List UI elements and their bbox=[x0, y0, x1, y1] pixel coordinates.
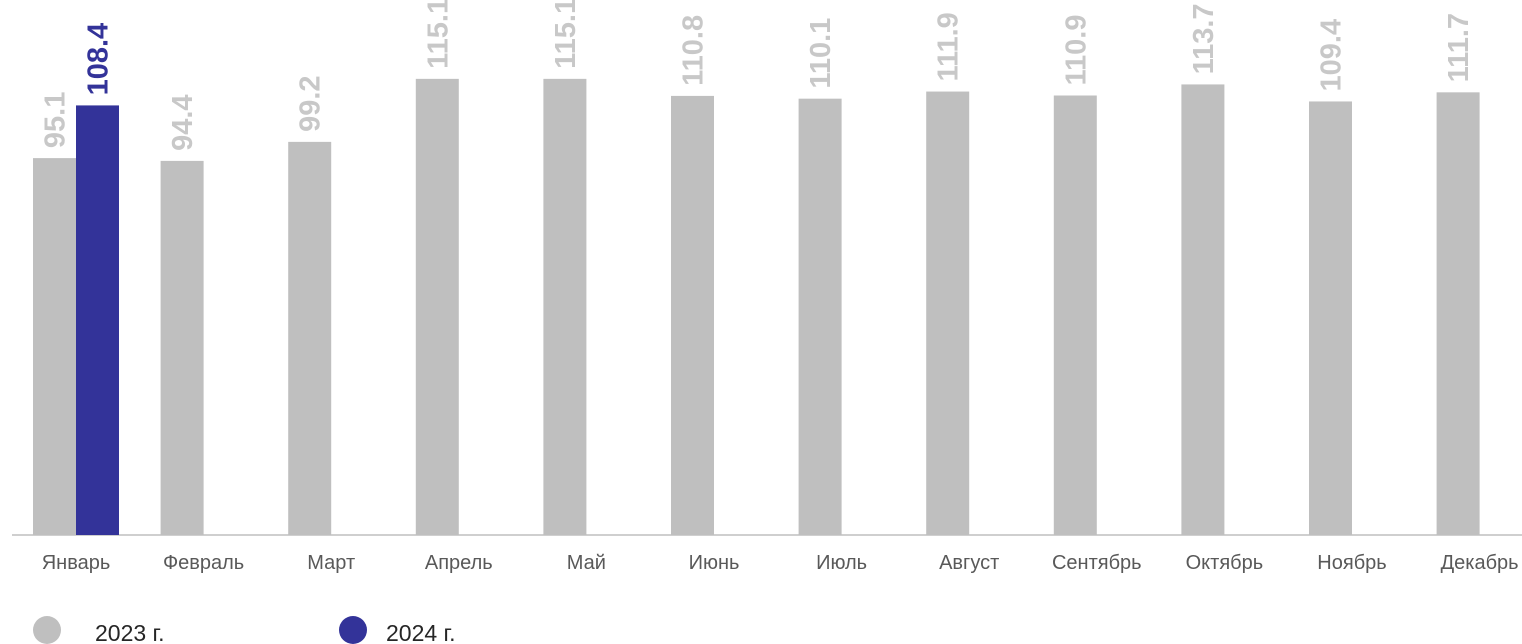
category-label-8: Сентябрь bbox=[1052, 552, 1142, 574]
category-labels-group: Январь Февраль Март Апрель Май Июнь Июль Август… bbox=[42, 552, 1519, 574]
bar-2023-11 bbox=[1436, 92, 1480, 535]
bar-2023-9 bbox=[1181, 84, 1225, 536]
value-label-2023-5: 110.8 bbox=[678, 15, 710, 86]
legend-marker-2023 bbox=[33, 616, 61, 644]
value-label-2023-6: 110.1 bbox=[805, 18, 837, 89]
legend-label-2024: 2024 г. bbox=[386, 620, 456, 644]
category-label-1: Февраль bbox=[163, 552, 244, 574]
category-label-4: Май bbox=[567, 552, 606, 574]
value-label-2023-1: 94.4 bbox=[167, 94, 199, 150]
category-label-2: Март bbox=[307, 552, 355, 574]
bars-group bbox=[33, 78, 1480, 536]
value-label-2023-11: 111.7 bbox=[1443, 13, 1475, 82]
bar-2023-1 bbox=[160, 160, 204, 535]
category-label-10: Ноябрь bbox=[1317, 552, 1386, 574]
value-label-2023-7: 111.9 bbox=[933, 12, 965, 81]
bar-2023-5 bbox=[671, 95, 714, 536]
category-label-5: Июнь bbox=[689, 552, 740, 574]
value-labels-group: 95.1 108.4 94.4 99.2 115.1 115.1 110.8 110.1 111… bbox=[40, 0, 1476, 151]
legend-label-2023: 2023 г. bbox=[95, 620, 165, 644]
value-label-2023-4: 115.1 bbox=[550, 0, 582, 69]
value-label-2023-2: 99.2 bbox=[295, 75, 327, 131]
bar-2023-4 bbox=[543, 78, 587, 535]
bar-2023-2 bbox=[288, 141, 332, 535]
bar-2023-7 bbox=[926, 91, 970, 536]
bar-2024-0 bbox=[76, 105, 119, 535]
legend-marker-2024 bbox=[339, 616, 367, 644]
value-label-2023-8: 110.9 bbox=[1060, 15, 1092, 86]
category-label-9: Октябрь bbox=[1186, 552, 1264, 574]
value-label-2023-10: 109.4 bbox=[1316, 19, 1348, 92]
value-label-2023-3: 115.1 bbox=[422, 0, 454, 69]
category-label-0: Январь bbox=[42, 552, 111, 574]
value-label-2024-0: 108.4 bbox=[83, 23, 115, 96]
category-label-7: Август bbox=[939, 552, 999, 574]
category-label-11: Декабрь bbox=[1441, 552, 1519, 574]
bar-2023-6 bbox=[798, 98, 842, 535]
legend: 2023 г. 2024 г. bbox=[33, 616, 456, 644]
bar-2023-0 bbox=[33, 158, 76, 535]
value-label-2023-9: 113.7 bbox=[1188, 3, 1220, 74]
value-label-2023-0: 95.1 bbox=[40, 92, 72, 148]
category-label-3: Апрель bbox=[425, 552, 493, 574]
category-label-6: Июль bbox=[816, 552, 867, 574]
bar-2023-8 bbox=[1053, 95, 1097, 535]
bar-2023-10 bbox=[1309, 101, 1352, 536]
bar-2023-3 bbox=[415, 78, 459, 535]
